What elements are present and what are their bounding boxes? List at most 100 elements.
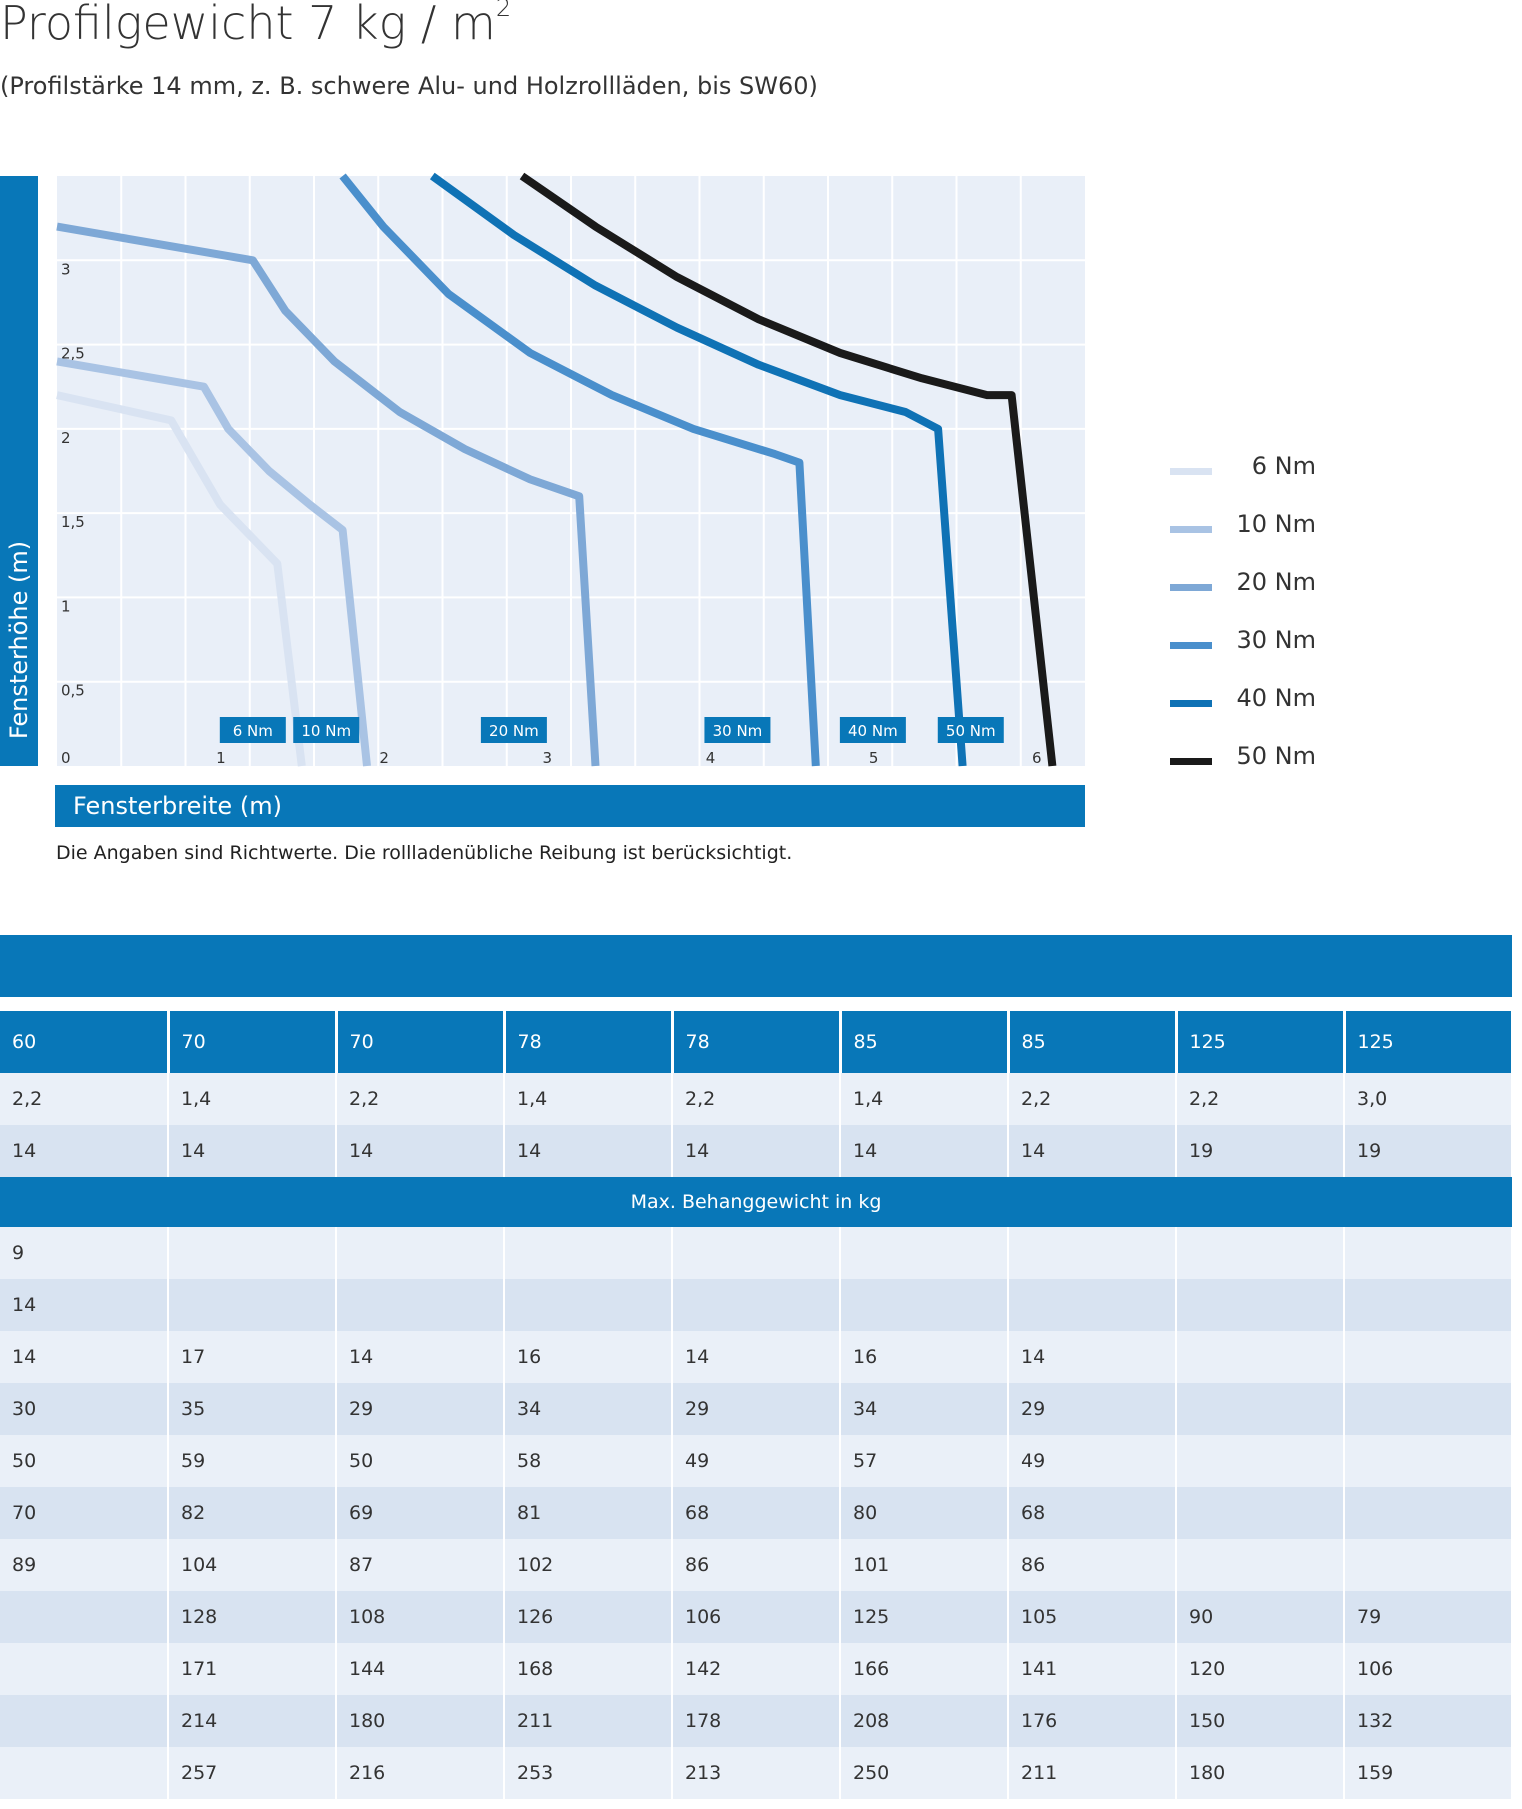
table-cell: 213 [672, 1747, 841, 1799]
table-cell: 14 [1008, 1125, 1177, 1177]
table-cell: 102 [504, 1539, 673, 1591]
table-cell: 166 [840, 1643, 1009, 1695]
annotation-box [219, 717, 286, 743]
table-row: 9 [0, 1227, 1513, 1279]
y-tick-label: 3 [61, 260, 71, 278]
table-cell: 125 [1176, 1011, 1346, 1073]
y-tick-label: 1 [61, 597, 71, 615]
y-tick-label: 1,5 [61, 513, 85, 531]
table-cell: 60 [0, 1011, 170, 1073]
table-separator-row: Max. Behanggewicht in kg [0, 1177, 1512, 1227]
table-cell [1344, 1227, 1513, 1279]
table-row: 171 144 168 142 166 141 120 106 [0, 1643, 1513, 1695]
table-cell: 86 [1008, 1539, 1177, 1591]
y-tick-label: 2 [61, 429, 71, 447]
table-cell: 125 [840, 1591, 1009, 1643]
table-header-row: 60 70 70 78 78 85 85 125 125 [0, 1011, 1514, 1073]
table-cell: 14 [336, 1331, 505, 1383]
table-cell: 105 [1008, 1591, 1177, 1643]
annotation-box [480, 717, 547, 743]
table-cell: 14 [0, 1279, 169, 1331]
table-cell: 49 [1008, 1435, 1177, 1487]
table-cell: 1,4 [168, 1073, 337, 1125]
table-cell: 89 [0, 1539, 169, 1591]
table-cell [1344, 1539, 1513, 1591]
table-cell: 141 [1008, 1643, 1177, 1695]
legend-swatch [1170, 700, 1212, 707]
table-cell: 17 [168, 1331, 337, 1383]
table-cell: 82 [168, 1487, 337, 1539]
chart-note: Die Angaben sind Richtwerte. Die rolllad… [56, 842, 793, 864]
table-cell: 108 [336, 1591, 505, 1643]
legend-label: 10 Nm [1236, 510, 1317, 538]
table-cell: 211 [1008, 1747, 1177, 1799]
annotation-box [704, 717, 771, 743]
table-cell: 128 [168, 1591, 337, 1643]
legend-label: 30 Nm [1236, 626, 1317, 654]
table-cell: 70 [336, 1011, 506, 1073]
legend-swatch [1170, 642, 1212, 649]
table-cell [1176, 1227, 1345, 1279]
table-cell: 180 [336, 1695, 505, 1747]
annotation-label: 10 Nm [301, 722, 351, 740]
table-cell: 35 [168, 1383, 337, 1435]
table-row: 89 104 87 102 86 101 86 [0, 1539, 1513, 1591]
table-cell: 49 [672, 1435, 841, 1487]
x-tick-label: 3 [543, 749, 553, 767]
table-cell: 34 [840, 1383, 1009, 1435]
table-cell [672, 1227, 841, 1279]
table-cell: 57 [840, 1435, 1009, 1487]
table-cell: 9 [0, 1227, 169, 1279]
table-cell: 78 [504, 1011, 674, 1073]
table-row: 128 108 126 106 125 105 90 79 [0, 1591, 1513, 1643]
table-cell: 176 [1008, 1695, 1177, 1747]
table-cell: 253 [504, 1747, 673, 1799]
table-cell: 68 [1008, 1487, 1177, 1539]
annotation-label: 40 Nm [848, 722, 898, 740]
x-tick-label: 4 [706, 749, 716, 767]
annotation-label: 50 Nm [946, 722, 996, 740]
table-row: 2,2 1,4 2,2 1,4 2,2 1,4 2,2 2,2 3,0 [0, 1073, 1513, 1125]
table-cell [1008, 1227, 1177, 1279]
y-tick-label: 0,5 [61, 682, 85, 700]
table-cell: 68 [672, 1487, 841, 1539]
table-cell: 50 [0, 1435, 169, 1487]
table-top-band [0, 935, 1512, 997]
table-row: 50 59 50 58 49 57 49 [0, 1435, 1513, 1487]
annotation-label: 6 Nm [233, 722, 273, 740]
table-cell: 29 [336, 1383, 505, 1435]
table-cell [1344, 1487, 1513, 1539]
series-line [56, 391, 306, 767]
table-cell: 19 [1344, 1125, 1513, 1177]
table-cell: 14 [840, 1125, 1009, 1177]
table-cell: 178 [672, 1695, 841, 1747]
table-cell: 86 [672, 1539, 841, 1591]
table-row: 14 14 14 14 14 14 14 19 19 [0, 1125, 1513, 1177]
table-cell: 132 [1344, 1695, 1513, 1747]
table-cell: 159 [1344, 1747, 1513, 1799]
table-cell: 70 [0, 1487, 169, 1539]
table-cell: 14 [0, 1125, 169, 1177]
table-cell [504, 1227, 673, 1279]
annotation-label: 20 Nm [489, 722, 539, 740]
table-row: 70 82 69 81 68 80 68 [0, 1487, 1513, 1539]
annotation-box [839, 717, 906, 743]
x-tick-label: 0 [61, 749, 71, 767]
table-cell: 78 [672, 1011, 842, 1073]
table-row: 30 35 29 34 29 34 29 [0, 1383, 1513, 1435]
table-cell [336, 1279, 505, 1331]
x-axis-band: Fensterbreite (m) [55, 785, 1085, 827]
series-line [519, 172, 1057, 767]
x-tick-label: 1 [216, 749, 226, 767]
legend-label: 6 Nm [1251, 452, 1316, 480]
table-cell: 90 [1176, 1591, 1345, 1643]
table-cell: 2,2 [0, 1073, 169, 1125]
table-cell: 16 [504, 1331, 673, 1383]
table-cell: 150 [1176, 1695, 1345, 1747]
table-cell: 211 [504, 1695, 673, 1747]
table-cell [1344, 1383, 1513, 1435]
legend-label: 40 Nm [1236, 684, 1317, 712]
table-cell [504, 1279, 673, 1331]
table-cell: 180 [1176, 1747, 1345, 1799]
table-cell: 16 [840, 1331, 1009, 1383]
